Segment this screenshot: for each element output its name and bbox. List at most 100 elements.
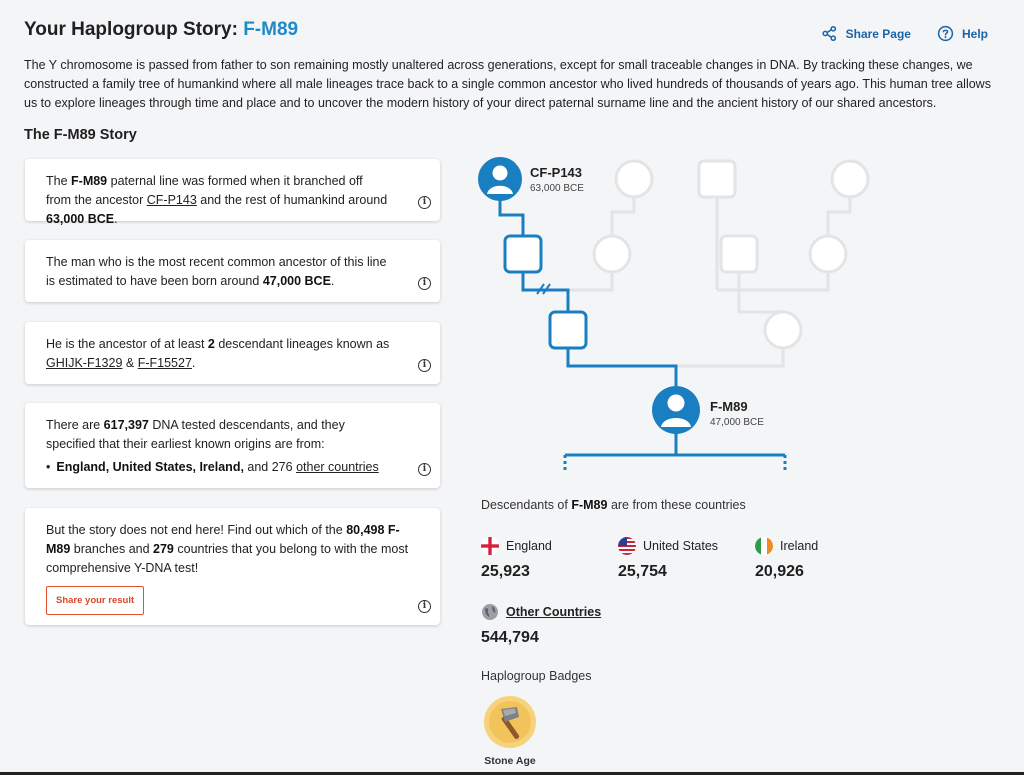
- card-text: and: [243, 460, 272, 474]
- heading-text: are from these countries: [607, 498, 746, 512]
- faded-branch: [610, 197, 636, 236]
- card-text: paternal line was formed when it branche…: [46, 174, 363, 207]
- faded-node: [614, 159, 654, 199]
- card-text: &: [122, 356, 138, 370]
- faded-branch: [717, 272, 741, 292]
- origin-countries: England, United States, Ireland,: [56, 460, 244, 474]
- bullet: •: [46, 460, 51, 474]
- faded-branch: [737, 290, 785, 314]
- info-icon[interactable]: i: [418, 359, 431, 372]
- time-break-marker: [536, 283, 551, 295]
- us-flag-icon: [618, 537, 636, 555]
- faded-branch: [676, 348, 785, 368]
- lineage-node: [548, 310, 588, 350]
- country-count: 20,926: [755, 563, 804, 580]
- country-count: 25,923: [481, 563, 530, 580]
- faded-branch: [717, 272, 830, 292]
- story-card-descendant-lineages: He is the ancestor of at least 2 descend…: [25, 322, 440, 384]
- faded-branches: [568, 197, 852, 368]
- card-text: But the story does not end here! Find ou…: [46, 523, 347, 537]
- page-title-prefix: Your Haplogroup Story:: [24, 19, 244, 40]
- story-section-title: The F-M89 Story: [24, 127, 137, 143]
- country-count: 279: [153, 542, 174, 556]
- haplogroup-tree: CF-P143 63,000 BCE F-M89 47,000 BCE: [470, 150, 890, 485]
- info-icon[interactable]: i: [418, 196, 431, 209]
- current-haplogroup-name: F-M89: [710, 399, 748, 414]
- descendant-count: 617,397: [103, 418, 149, 432]
- country-england: England 25,923: [481, 537, 552, 581]
- stone-axe-icon: [484, 696, 536, 748]
- lineage-segment: [498, 200, 525, 236]
- page-title-haplogroup: F-M89: [243, 19, 299, 40]
- card-date: 47,000 BCE: [262, 274, 331, 288]
- story-card-common-ancestor: The man who is the most recent common an…: [25, 240, 440, 302]
- branch-count: 80,498: [346, 523, 385, 537]
- help-label: Help: [961, 26, 988, 41]
- badge-name: Stone Age: [484, 755, 536, 767]
- ancestor-name: CF-P143: [530, 165, 583, 180]
- heading-text: Descendants of: [481, 498, 572, 512]
- card-text: He is the ancestor of at least: [46, 337, 208, 351]
- lineage-link-ghijk[interactable]: GHIJK-F1329: [46, 356, 123, 370]
- ireland-flag-icon: [755, 537, 773, 555]
- lineage-count: 2: [207, 337, 215, 351]
- country-name: United States: [643, 539, 719, 553]
- origin-countries-line: • England, United States, Ireland, and 27…: [46, 458, 390, 477]
- card-date: 63,000 BCE: [46, 212, 115, 226]
- card-text: branches and: [70, 542, 154, 556]
- story-card-call-to-action: But the story does not end here! Find ou…: [25, 508, 440, 625]
- story-card-tested-descendants: There are 617,397 DNA tested descendants…: [25, 403, 440, 488]
- heading-haplogroup: F-M89: [571, 498, 608, 512]
- lineage-link-f-f15527[interactable]: F-F15527: [137, 356, 192, 370]
- lineage-node: [503, 234, 543, 274]
- faded-node: [763, 310, 803, 350]
- tree-svg: [478, 157, 870, 472]
- lineage-path: [498, 200, 787, 472]
- card-text: There are: [46, 418, 104, 432]
- faded-nodes: [592, 159, 870, 350]
- share-page-button[interactable]: Share Page: [821, 25, 911, 42]
- info-icon[interactable]: i: [418, 600, 431, 613]
- card-text: DNA tested descendants, and they specifi…: [46, 418, 345, 451]
- bottom-border: [0, 772, 1024, 775]
- ancestor-link[interactable]: CF-P143: [146, 193, 197, 207]
- page-title: Your Haplogroup Story: F-M89: [24, 19, 298, 41]
- stone-age-badge[interactable]: [483, 695, 537, 754]
- country-name: Ireland: [780, 539, 819, 553]
- card-text: descendant lineages known as: [214, 337, 390, 351]
- ancestor-avatar: [478, 157, 522, 201]
- card-text: .: [191, 356, 196, 370]
- country-count: 25,754: [618, 563, 667, 580]
- faded-node: [830, 159, 870, 199]
- intro-paragraph: The Y chromosome is passed from father t…: [24, 58, 991, 110]
- share-page-label: Share Page: [845, 26, 911, 41]
- help-button[interactable]: Help: [937, 25, 988, 42]
- other-countries-link[interactable]: other countries: [296, 460, 379, 474]
- header-actions: Share Page Help: [821, 25, 988, 42]
- badges-heading: Haplogroup Badges: [481, 669, 592, 683]
- descendants-heading: Descendants of F-M89 are from these coun…: [481, 498, 746, 512]
- card-text: and the rest of humankind around: [196, 193, 388, 207]
- share-result-button[interactable]: Share your result: [46, 586, 145, 615]
- card-text: The man who is the most recent common an…: [46, 255, 387, 288]
- faded-node: [719, 234, 759, 274]
- faded-node: [592, 234, 632, 274]
- info-icon[interactable]: i: [418, 463, 431, 476]
- share-icon: [822, 25, 836, 42]
- card-haplogroup: F-M89: [46, 523, 400, 556]
- country-ireland: Ireland 20,926: [755, 537, 818, 581]
- card-haplogroup: F-M89: [71, 174, 108, 188]
- other-countries-link[interactable]: Other Countries: [506, 605, 602, 619]
- other-countries-count: 276: [271, 460, 293, 474]
- card-text: .: [330, 274, 335, 288]
- globe-icon: [482, 604, 498, 620]
- country-united-states: United States 25,754: [618, 537, 718, 581]
- ancestor-date: 63,000 BCE: [530, 183, 584, 194]
- lineage-segment: [566, 348, 678, 386]
- faded-node: [808, 234, 848, 274]
- story-card-origin: The F-M89 paternal line was formed when …: [25, 159, 440, 226]
- faded-node: [697, 159, 737, 199]
- help-icon: [937, 25, 954, 42]
- info-icon[interactable]: i: [418, 277, 431, 290]
- card-text: countries that you belong to with the mo…: [46, 542, 409, 575]
